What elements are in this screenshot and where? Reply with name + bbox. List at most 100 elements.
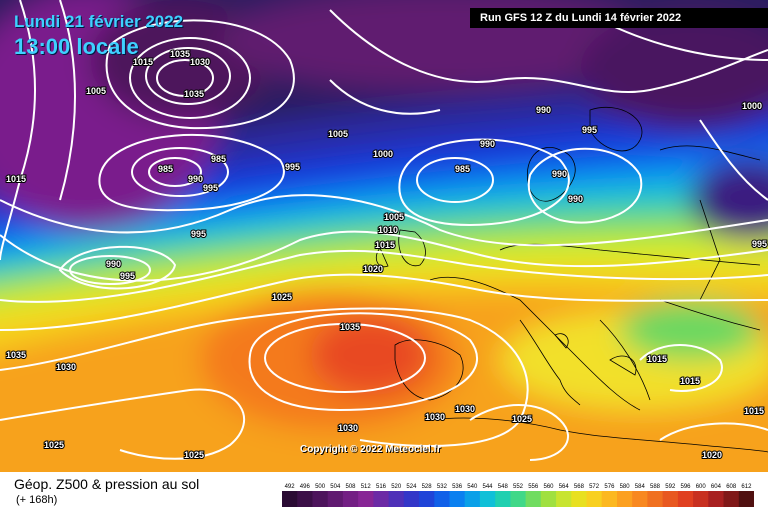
scale-label: 560 [543,484,554,490]
scale-swatch [601,491,618,507]
isobar-label: 1005 [384,212,404,222]
scale-label: 532 [437,484,448,490]
scale-label: 564 [559,484,570,490]
scale-swatch [556,491,572,507]
scale-label: 500 [315,484,326,490]
isobar-label: 1025 [512,414,532,424]
scale-swatch [464,491,481,507]
isobar-label: 1005 [86,86,106,96]
geopotential-field [0,0,768,472]
color-scale: 492 496 500 504 508 512 516 520 524 528 532 536 540 5… [282,484,754,507]
scale-label: 544 [482,484,493,490]
scale-label: 580 [620,484,631,490]
scale-label: 568 [574,484,585,490]
copyright: Copyright © 2022 Meteociel.fr [300,444,441,455]
scale-label: 536 [452,484,463,490]
isobar-label: 995 [191,229,206,239]
isobar-label: 1030 [56,362,76,372]
isobar-label: 1030 [425,412,445,422]
scale-label: 504 [330,484,341,490]
scale-swatch [358,491,374,507]
scale-label: 600 [696,484,707,490]
scale-label: 512 [361,484,372,490]
isobar-label: 985 [455,164,470,174]
isobar-label: 985 [211,154,226,164]
coastlines [375,106,768,453]
weather-map: 1005 1015 1035 1035 1030 1005 985 985 99… [0,0,768,472]
scale-label: 508 [345,484,356,490]
scale-swatch [510,491,527,507]
scale-label: 540 [467,484,478,490]
isobar-label: 1015 [744,406,764,416]
isobar-label: 995 [120,271,135,281]
isobar-label: 1015 [647,354,667,364]
forecast-time: 13:00 locale [14,34,139,59]
isobar-label: 985 [158,164,173,174]
scale-label: 596 [680,484,691,490]
isobar-label: 1015 [6,174,26,184]
scale-label: 588 [650,484,661,490]
isobar-label: 990 [188,174,203,184]
isobar-label: 1005 [328,129,348,139]
scale-label: 548 [498,484,509,490]
scale-label: 556 [528,484,539,490]
isobar-label: 1030 [338,423,358,433]
isobar-label: 1015 [133,57,153,67]
scale-label: 572 [589,484,600,490]
scale-label: 552 [513,484,524,490]
legend-footer: Géop. Z500 & pression au sol (+ 168h) 49… [0,472,768,512]
isobar-label: 1020 [702,450,722,460]
scale-swatch [586,491,603,507]
scale-label: 608 [726,484,737,490]
scale-swatch [403,491,420,507]
isobar-label: 1030 [455,404,475,414]
isobar-label: 1010 [378,225,398,235]
isobar-label: 990 [106,259,121,269]
isobar-label: 1035 [340,322,360,332]
scale-swatch [540,491,557,507]
isobar-label: 995 [752,239,767,249]
isobar-label: 990 [536,105,551,115]
scale-label: 576 [604,484,615,490]
scale-swatch [723,491,740,507]
isobar-label: 1015 [375,240,395,250]
isobar-label: 1025 [44,440,64,450]
scale-swatch [571,491,587,507]
scale-swatch [617,491,633,507]
isobar-label: 1035 [6,350,26,360]
scale-swatch [738,491,754,507]
map-canvas: 1005 1015 1035 1035 1030 1005 985 985 99… [0,0,768,472]
scale-label: 492 [285,484,296,490]
scale-swatch [388,491,405,507]
scale-swatch [282,491,298,507]
isobar-label: 990 [480,139,495,149]
scale-swatch [342,491,359,507]
map-title: Géop. Z500 & pression au sol [14,476,200,492]
isobar-label: 1035 [170,49,190,59]
scale-swatch [373,491,390,507]
isobar-label: 995 [203,183,218,193]
isobar-label: 1025 [184,450,204,460]
scale-swatch [708,491,724,507]
scale-label: 604 [711,484,722,490]
scale-label: 516 [376,484,387,490]
scale-swatch [677,491,694,507]
isobar-label: 1000 [742,101,762,111]
isobar-label: 990 [552,169,567,179]
isobar-label: 995 [582,125,597,135]
isobar-label: 1020 [363,264,383,274]
scale-swatch [434,491,450,507]
isobar-label: 1015 [680,376,700,386]
scale-label: 528 [422,484,433,490]
scale-swatch [632,491,648,507]
scale-swatch [495,491,511,507]
scale-swatch [312,491,329,507]
forecast-range: (+ 168h) [16,494,58,506]
scale-swatch [693,491,709,507]
scale-label: 524 [406,484,417,490]
isobar-label: 990 [568,194,583,204]
scale-swatch [297,491,313,507]
scale-swatch [479,491,496,507]
scale-swatch [327,491,344,507]
scale-swatch [662,491,679,507]
